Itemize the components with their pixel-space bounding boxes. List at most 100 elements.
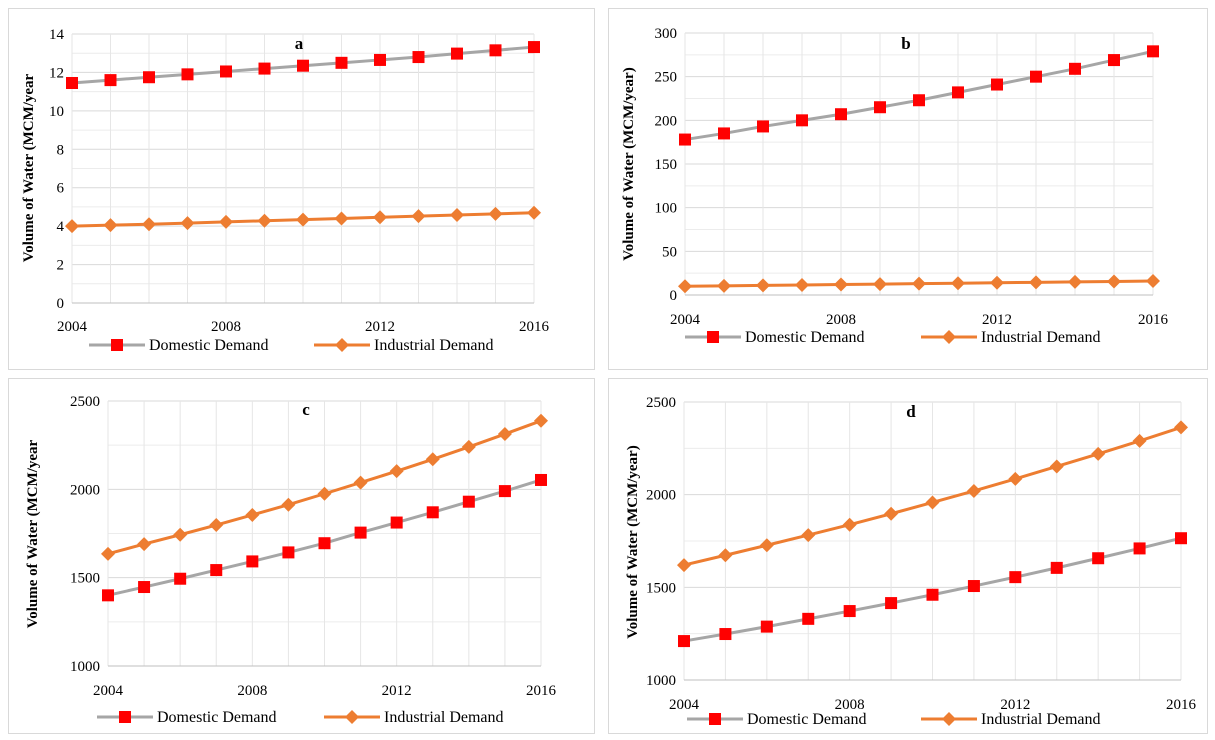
data-point-industrial-demand [488,206,503,221]
data-point-industrial-demand [873,277,887,292]
x-tick-label: 2008 [826,312,856,328]
y-axis-label: Volume of Water (MCM/year) [621,67,637,260]
data-point-industrial-demand [353,475,368,490]
data-point-industrial-demand [1174,420,1188,435]
data-point-domestic-demand [991,78,1003,91]
data-point-industrial-demand [373,210,387,225]
chart-panel-d: 1000 1500 2000 2500 2004 2008 2012 2016 Volume o… [608,378,1208,734]
x-tick-label: 2016 [1138,312,1169,328]
legend-marker [119,711,131,723]
chart-title: c [302,400,310,419]
data-point-industrial-demand [966,483,981,498]
y-tick-label: 2000 [70,482,100,498]
data-point-domestic-demand [913,94,925,107]
data-point-domestic-demand [174,572,187,585]
data-point-domestic-demand [1009,571,1022,584]
legend-label: Domestic Demand [149,337,269,354]
data-point-industrial-demand [209,518,224,533]
data-point-industrial-demand [411,209,426,224]
data-point-domestic-demand [1069,62,1081,75]
data-point-industrial-demand [534,413,548,428]
chart-panel-a: 0 2 4 6 8 10 12 14 2004 2008 2012 2016 Volume of Wat… [8,8,595,370]
data-point-domestic-demand [757,120,769,133]
data-point-industrial-demand [884,506,899,521]
legend-marker [707,331,719,343]
data-point-industrial-demand [834,277,848,292]
x-tick-label: 2012 [382,683,412,699]
chart-c-svg: 1000 1500 2000 2500 2004 2008 2012 2016 Volume o… [25,394,557,726]
data-point-industrial-demand [173,527,188,542]
data-point-domestic-demand [802,612,815,625]
data-point-industrial-demand [65,219,79,234]
y-tick-label: 300 [655,26,678,42]
y-tick-label: 1000 [646,673,676,689]
y-tick-label: 1000 [70,659,100,675]
data-point-industrial-demand [219,214,233,229]
data-point-domestic-demand [718,127,730,140]
legend-label: Industrial Demand [981,711,1101,728]
legend-marker [335,338,349,352]
legend-label: Domestic Demand [745,329,865,346]
data-point-domestic-demand [1133,542,1146,555]
data-point-domestic-demand [297,59,309,72]
x-tick-label: 2008 [211,319,241,335]
x-tick-label: 2008 [835,697,865,713]
y-tick-label: 12 [49,65,64,81]
data-point-domestic-demand [679,133,691,146]
data-point-industrial-demand [718,548,733,563]
data-point-industrial-demand [990,275,1004,290]
y-axis-label: Volume of Water (MCM/year [21,73,37,262]
data-point-domestic-demand [535,473,547,486]
data-point-domestic-demand [462,495,475,508]
data-point-industrial-demand [677,558,691,573]
legend-marker [345,710,359,724]
y-tick-label: 250 [655,70,678,86]
y-tick-label: 150 [655,157,678,173]
data-point-industrial-demand [281,497,296,512]
y-tick-label: 2500 [70,394,100,410]
legend-marker [709,713,721,725]
y-tick-label: 10 [49,104,64,120]
data-point-domestic-demand [926,588,939,601]
x-tick-label: 2004 [669,697,700,713]
data-point-domestic-demand [220,65,232,78]
data-point-industrial-demand [1008,471,1023,486]
chart-a-svg: 0 2 4 6 8 10 12 14 2004 2008 2012 2016 Volume of Wat… [21,27,550,354]
data-point-industrial-demand [101,546,115,561]
x-tick-label: 2004 [93,683,124,699]
data-point-domestic-demand [102,589,114,602]
y-axis-label: Volume of Water (MCM/year) [625,445,641,638]
legend-label: Domestic Demand [747,711,867,728]
data-point-industrial-demand [925,495,940,510]
data-point-industrial-demand [1107,274,1121,289]
x-tick-label: 2012 [982,312,1012,328]
data-point-domestic-demand [451,47,463,60]
data-point-domestic-demand [412,51,425,64]
x-tick-label: 2016 [519,319,550,335]
data-point-domestic-demand [390,516,403,529]
chart-panel-c: 1000 1500 2000 2500 2004 2008 2012 2016 Volume o… [8,378,595,734]
data-point-domestic-demand [843,605,856,618]
data-point-industrial-demand [461,439,476,454]
data-point-industrial-demand [334,211,349,226]
data-point-industrial-demand [527,205,541,220]
data-point-industrial-demand [678,279,692,294]
data-point-domestic-demand [335,56,348,69]
x-tick-label: 2004 [57,319,88,335]
y-tick-label: 14 [49,27,65,43]
x-tick-label: 2016 [1166,697,1197,713]
legend-marker [942,330,956,344]
y-tick-label: 2 [57,258,65,274]
data-point-industrial-demand [142,217,156,232]
data-point-industrial-demand [842,517,857,532]
data-point-domestic-demand [952,86,964,99]
data-point-domestic-demand [318,537,331,550]
y-tick-label: 2000 [646,488,676,504]
data-point-industrial-demand [1068,274,1082,289]
legend-marker [111,339,123,351]
data-point-domestic-demand [967,580,980,593]
data-point-industrial-demand [759,538,774,553]
y-axis-label: Volume of Water (MCM/year [25,439,41,628]
x-tick-label: 2016 [526,683,557,699]
legend-marker [942,712,956,726]
